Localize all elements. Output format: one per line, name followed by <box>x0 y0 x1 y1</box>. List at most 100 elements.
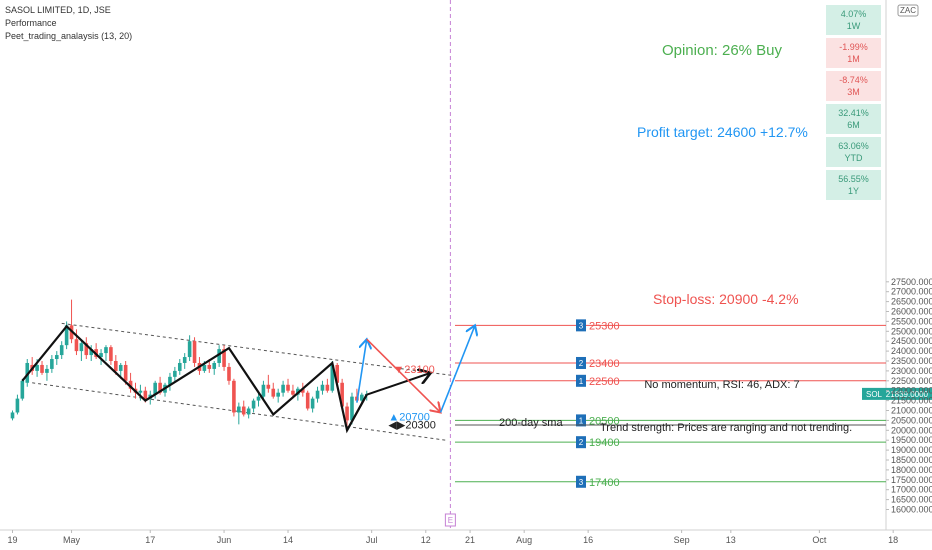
performance-period: 6M <box>847 120 860 130</box>
candle-body <box>173 370 177 377</box>
candle-body <box>177 362 182 371</box>
y-tick-label: 23000.0000 <box>891 366 932 376</box>
performance-cell-6m: 32.41% 6M <box>826 104 881 134</box>
price-marker-label: ▲20700 <box>388 411 429 423</box>
candle-body <box>109 347 113 361</box>
candle-body <box>360 394 364 401</box>
candle-body <box>286 384 290 391</box>
performance-cell-3m: -8.74% 3M <box>826 71 881 101</box>
candle-body <box>59 345 64 356</box>
y-tick-label: 20000.0000 <box>891 425 932 435</box>
candle-body <box>104 347 108 354</box>
projection-layer <box>346 325 475 431</box>
candle-body <box>168 376 172 385</box>
performance-value: -8.74% <box>839 75 868 85</box>
candle-body <box>246 408 251 415</box>
candle-body <box>114 361 118 371</box>
y-tick-label: 17000.0000 <box>891 485 932 495</box>
level-badge-number: 3 <box>579 478 584 487</box>
x-tick-label: Aug <box>516 535 532 545</box>
performance-cell-1y: 56.55% 1Y <box>826 170 881 200</box>
event-marker-box <box>444 513 456 527</box>
candle-body <box>25 362 30 383</box>
last-price-symbol: SOL <box>866 390 883 399</box>
y-tick-label: 25000.0000 <box>891 326 932 336</box>
y-tick-label: 24500.0000 <box>891 336 932 346</box>
candle-body <box>158 382 162 393</box>
y-tick-label: 22000.0000 <box>891 386 932 396</box>
y-tick-label: 16000.0000 <box>891 505 932 515</box>
candles-layer <box>10 299 369 427</box>
candle-body <box>251 400 256 409</box>
candle-body <box>335 364 340 383</box>
candle-body <box>310 398 315 409</box>
projection-black-base <box>346 394 368 431</box>
candle-body <box>79 343 84 352</box>
level-label: 22500 <box>589 376 620 388</box>
momentum-annotation: No momentum, RSI: 46, ADX: 7 <box>644 379 799 391</box>
candle-body <box>345 406 349 421</box>
labels-layer: ▼23100 ▲20700◀▶20300 Opinion: 26% Buy Profi… <box>388 4 932 527</box>
candle-body <box>276 392 280 397</box>
candle-body <box>325 384 330 391</box>
performance-value: 32.41% <box>838 108 869 118</box>
y-tick-label: 21000.0000 <box>891 406 932 416</box>
level-badge <box>576 414 586 427</box>
performance-period: YTD <box>844 153 863 163</box>
y-tick-label: 16500.0000 <box>891 495 932 505</box>
level-badge <box>576 436 586 449</box>
performance-value: 56.55% <box>838 174 869 184</box>
candle-body <box>350 396 354 421</box>
performance-value: 63.06% <box>838 141 869 151</box>
y-tick-label: 17500.0000 <box>891 475 932 485</box>
sma-annotation: 200-day sma <box>499 417 563 429</box>
x-tick-label: Oct <box>812 535 827 545</box>
projection-blue-up-arrow <box>356 339 367 403</box>
y-tick-label: 27500.0000 <box>891 277 932 287</box>
level-label: 17400 <box>589 477 620 489</box>
y-tick-label: 18000.0000 <box>891 465 932 475</box>
candle-body <box>20 380 25 399</box>
candle-body <box>232 380 236 413</box>
y-tick-label: 27000.0000 <box>891 287 932 297</box>
candle-body <box>123 364 128 381</box>
candle-body <box>340 382 344 407</box>
candle-body <box>10 412 15 419</box>
candle-body <box>74 339 79 352</box>
candle-body <box>330 364 335 391</box>
candle-body <box>89 349 94 356</box>
x-tick-label: 13 <box>726 535 736 545</box>
candle-body <box>212 362 217 369</box>
x-tick-label: 17 <box>145 535 155 545</box>
zigzag-line <box>21 324 368 434</box>
legend-indicator-performance: Performance <box>5 18 57 28</box>
level-badge-number: 1 <box>579 377 584 386</box>
candle-body <box>261 384 266 397</box>
level-badge-number: 2 <box>579 359 584 368</box>
x-tick-label: Jul <box>366 535 378 545</box>
candle-body <box>64 325 69 346</box>
zigzag-layer <box>21 324 368 434</box>
legend-symbol: SASOL LIMITED, 1D, JSE <box>5 5 111 15</box>
level-badge <box>576 356 586 369</box>
projection-red-down-arrow <box>366 338 441 412</box>
x-axis: 19 May 17 Jun 14 Jul 12 21 Aug 16 Sep 13 Oct 18 <box>7 530 898 545</box>
candle-body <box>305 392 310 409</box>
candle-body <box>187 341 192 358</box>
candle-body <box>227 366 231 381</box>
candle-body <box>241 406 246 415</box>
last-price-tag <box>862 387 932 400</box>
trend-annotation: Trend strength: Prices are ranging and n… <box>600 422 852 434</box>
corner-badge <box>897 4 919 17</box>
performance-cell-ytd: 63.06% YTD <box>826 137 881 167</box>
candle-body <box>153 382 157 395</box>
price-marker-label: ◀▶20300 <box>388 419 436 431</box>
candle-body <box>50 359 54 369</box>
y-tick-label: 23500.0000 <box>891 356 932 366</box>
candle-body <box>35 364 39 371</box>
candle-body <box>281 384 285 393</box>
candle-body <box>291 390 295 395</box>
event-marker-label: E <box>448 516 453 525</box>
